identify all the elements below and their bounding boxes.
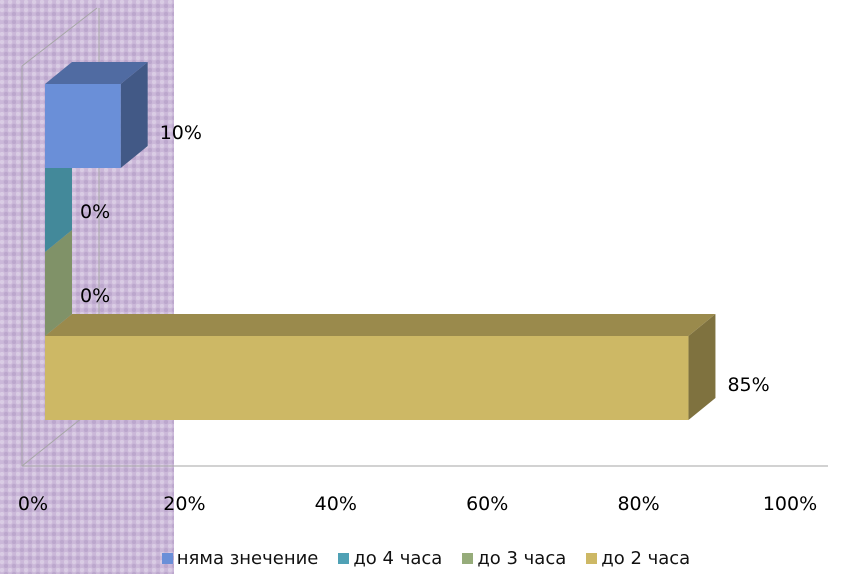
x-tick-label: 20% (163, 493, 205, 515)
bar-front-face (45, 84, 121, 168)
legend-swatch (161, 552, 173, 564)
x-tick-label: 100% (763, 493, 817, 515)
data-label: 0% (80, 201, 110, 223)
legend-label: няма знечение (176, 547, 319, 569)
wall-top-edge (21, 7, 98, 67)
legend-swatch (462, 552, 474, 564)
legend-entry: няма знечение (161, 547, 319, 569)
data-label: 10% (160, 122, 202, 144)
bar-side-face (688, 314, 716, 420)
x-tick-label: 0% (18, 493, 48, 515)
bar-3 (45, 62, 148, 168)
bar-1 (45, 230, 72, 336)
bar-side-face (45, 146, 72, 252)
x-tick-label: 60% (466, 493, 508, 515)
bar-top-face (45, 62, 148, 84)
x-tick-label: 80% (617, 493, 659, 515)
bar-2 (45, 146, 72, 252)
bar-front-face (45, 336, 689, 420)
data-label: 85% (727, 374, 769, 396)
legend-swatch (586, 552, 598, 564)
legend: няма знечение до 4 часа до 3 часа до 2 часа (0, 546, 860, 570)
bar-side-face (120, 62, 148, 168)
data-labels: 85% 0% 0% 10% (80, 122, 770, 396)
legend-entry: до 3 часа (462, 548, 566, 569)
legend-label: до 4 часа (353, 547, 443, 569)
legend-label: до 2 часа (601, 547, 691, 569)
legend-label: до 3 часа (477, 547, 567, 569)
bar-top-face (45, 314, 716, 336)
legend-swatch (338, 552, 350, 564)
bar-side-face (45, 230, 72, 336)
legend-entry: до 2 часа (586, 548, 690, 569)
x-tick-label: 40% (315, 493, 357, 515)
bars (45, 62, 716, 420)
x-axis-ticks: 0% 20% 40% 60% 80% 100% (18, 493, 817, 515)
legend-entry: до 4 часа (338, 548, 442, 569)
bar-0 (45, 314, 716, 420)
data-label: 0% (80, 285, 110, 307)
